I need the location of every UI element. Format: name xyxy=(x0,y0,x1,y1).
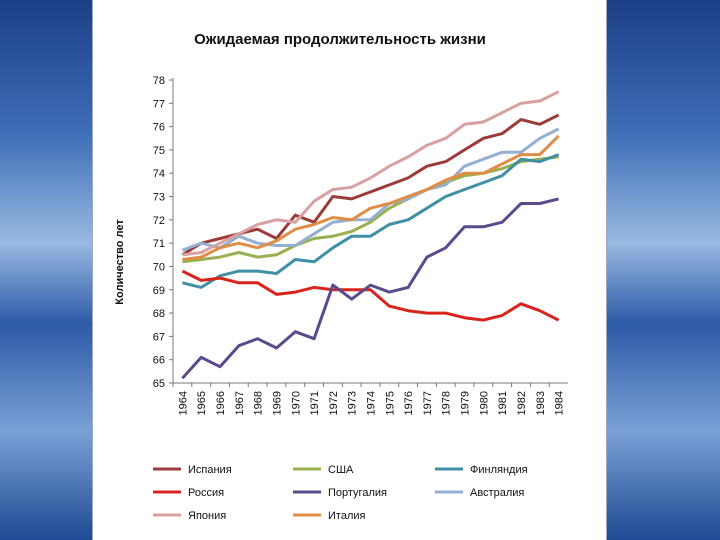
y-tick-label: 73 xyxy=(153,192,165,204)
series-line xyxy=(182,90,560,257)
series-lines xyxy=(181,90,560,380)
x-tick-label: 1984 xyxy=(554,391,566,415)
x-tick-label: 1976 xyxy=(403,391,415,415)
x-tick-label: 1965 xyxy=(196,391,208,415)
y-tick-label: 76 xyxy=(153,122,165,134)
series-line xyxy=(182,134,560,261)
x-tick-label: 1968 xyxy=(253,391,265,415)
x-tick-label: 1982 xyxy=(516,391,528,415)
x-tick-label: 1977 xyxy=(422,391,434,415)
x-tick-label: 1978 xyxy=(441,391,453,415)
background-right-panel xyxy=(606,0,720,540)
x-tick-label: 1974 xyxy=(366,391,378,415)
legend-label: Япония xyxy=(188,510,226,522)
x-tick-label: 1964 xyxy=(177,391,189,415)
legend: Испания США Финляндия Россия Португалия Австр… xyxy=(153,464,528,522)
x-tick-label: 1970 xyxy=(290,391,302,415)
legend-label: Россия xyxy=(188,487,224,499)
y-tick-label: 75 xyxy=(153,145,165,157)
y-tick-label: 68 xyxy=(153,308,165,320)
legend-label: Испания xyxy=(188,464,232,476)
x-tick-label: 1972 xyxy=(328,391,340,415)
y-axis-label: Количество лет xyxy=(114,219,126,305)
y-tick-label: 65 xyxy=(153,378,165,390)
legend-label: Австралия xyxy=(470,487,524,499)
series-line xyxy=(181,269,560,322)
x-tick-label: 1969 xyxy=(271,391,283,415)
chart-slide: Ожидаемая продолжительность жизни Количе… xyxy=(92,0,607,540)
legend-label: Португалия xyxy=(328,487,387,499)
series-line xyxy=(181,197,559,380)
series-line xyxy=(181,127,560,252)
x-tick-label: 1975 xyxy=(384,391,396,415)
legend-label: Финляндия xyxy=(470,464,528,476)
y-tick-label: 69 xyxy=(153,285,165,297)
background-left-panel xyxy=(0,0,92,540)
series-line xyxy=(182,153,560,289)
y-tick-label: 78 xyxy=(153,75,165,87)
y-tick-label: 66 xyxy=(153,355,165,367)
y-tick-label: 67 xyxy=(153,331,165,343)
x-tick-label: 1981 xyxy=(497,391,509,415)
x-tick-label: 1983 xyxy=(535,391,547,415)
x-tick-label: 1967 xyxy=(234,391,246,415)
legend-label: Италия xyxy=(328,510,366,522)
x-tick-label: 1979 xyxy=(460,391,472,415)
y-tick-label: 74 xyxy=(153,168,165,180)
chart-svg: Ожидаемая продолжительность жизни Количе… xyxy=(114,31,568,522)
x-tick-label: 1971 xyxy=(309,391,321,415)
chart-title: Ожидаемая продолжительность жизни xyxy=(194,31,486,48)
x-tick-label: 1973 xyxy=(347,391,359,415)
series-line xyxy=(182,155,559,264)
legend-label: США xyxy=(328,464,354,476)
axes: 65 66 67 68 69 70 71 72 73 74 75 76 77 78 1964 1965 1966… xyxy=(153,75,568,415)
y-tick-label: 71 xyxy=(153,238,165,250)
y-tick-label: 77 xyxy=(153,98,165,110)
y-tick-label: 72 xyxy=(153,215,165,227)
y-tick-label: 70 xyxy=(153,261,165,273)
x-tick-label: 1966 xyxy=(215,391,227,415)
x-tick-label: 1980 xyxy=(478,391,490,415)
